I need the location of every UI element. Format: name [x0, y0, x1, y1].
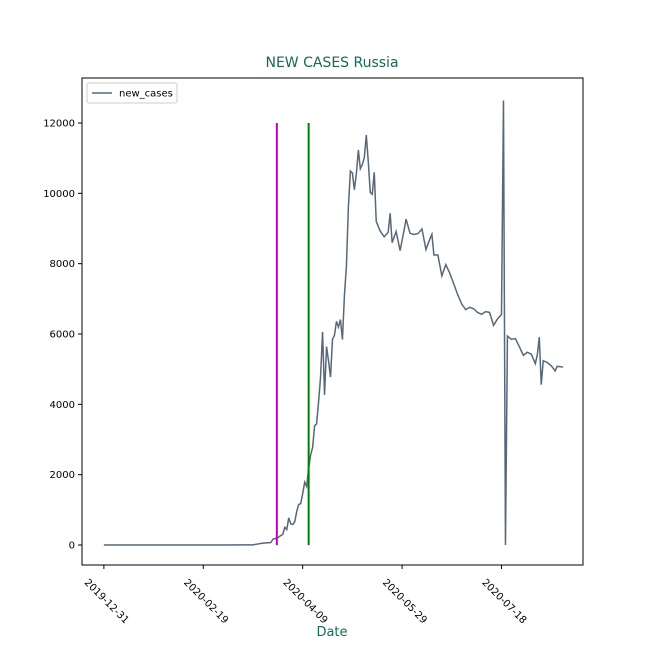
y-tick-label: 4000 [50, 400, 75, 411]
y-tick-label: 12000 [43, 119, 75, 130]
y-tick-label: 0 [69, 540, 75, 551]
plot-area [81, 77, 584, 566]
x-axis-label: Date [316, 625, 347, 640]
y-tick-label: 8000 [50, 259, 75, 270]
y-tick-label: 10000 [43, 189, 75, 200]
legend-label: new_cases [119, 89, 173, 100]
chart-title: NEW CASES Russia [265, 55, 398, 71]
legend: new_cases [86, 82, 178, 104]
y-tick-label: 6000 [50, 330, 75, 341]
legend-box [86, 82, 178, 104]
line-series [103, 100, 564, 546]
y-tick-label: 2000 [50, 470, 75, 481]
